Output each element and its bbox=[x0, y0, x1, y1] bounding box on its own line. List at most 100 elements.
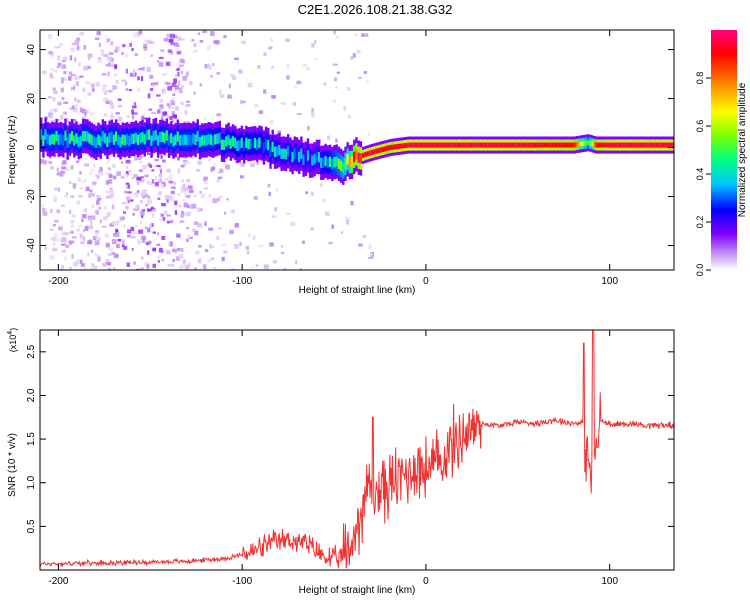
spectrogram-noise-cell bbox=[112, 232, 118, 237]
spectrogram-ridge-cell bbox=[322, 157, 325, 168]
spectrogram-noise-cell bbox=[147, 40, 153, 44]
spectrogram-noise-cell bbox=[160, 49, 165, 52]
spectrogram-noise-cell bbox=[296, 112, 302, 116]
spectrogram-noise-cell bbox=[133, 261, 136, 265]
spectrogram-ridge-cell bbox=[364, 152, 367, 158]
spectrogram-noise-cell bbox=[176, 50, 182, 55]
spectrogram-noise-cell bbox=[124, 54, 129, 58]
spectrogram-noise-cell bbox=[156, 165, 161, 168]
spectrogram-noise-cell bbox=[108, 99, 113, 103]
snr-y-tick-label: 1.5 bbox=[26, 432, 37, 446]
spectrogram-noise-cell bbox=[146, 180, 150, 185]
spectrogram-ridge-cell bbox=[97, 134, 100, 145]
spectrogram-noise-cell bbox=[152, 263, 156, 268]
spectrogram-noise-cell bbox=[340, 231, 343, 234]
spectrogram-ridge-cell bbox=[227, 134, 230, 145]
spectrogram-ridge-cell bbox=[492, 142, 495, 148]
spectrogram-noise-cell bbox=[57, 119, 60, 122]
spectrogram-noise-cell bbox=[230, 268, 235, 270]
spectrogram-ridge-cell bbox=[644, 142, 647, 148]
spectrogram-noise-cell bbox=[319, 183, 323, 188]
spectrogram-y-ticks: -40 -20 0 20 40 bbox=[26, 44, 674, 253]
spectrogram-noise-cell bbox=[174, 210, 178, 215]
spectrogram-ridge-cell bbox=[145, 130, 149, 141]
colorbar-tick-label: 0.8 bbox=[695, 72, 705, 85]
spectrogram-ridge-cell bbox=[335, 156, 338, 167]
spectrogram-noise-cell bbox=[286, 75, 290, 80]
spectrogram-ridge-cell bbox=[368, 150, 371, 156]
spectrogram-noise-cell bbox=[216, 179, 220, 183]
colorbar-tick-label: 0.0 bbox=[695, 264, 705, 277]
snr-y-multiplier: (x104) bbox=[7, 328, 18, 352]
spectrogram-noise-cell bbox=[82, 178, 87, 183]
spectrogram-noise-cell bbox=[302, 240, 305, 244]
spectrogram-noise-cell bbox=[140, 176, 145, 179]
spectrogram-noise-cell bbox=[103, 215, 108, 221]
spectrogram-noise-cell bbox=[130, 226, 135, 232]
spectrogram-noise-cell bbox=[354, 33, 359, 36]
spectrogram-ridge-cell bbox=[350, 156, 354, 167]
spectrogram-noise-cell bbox=[335, 138, 338, 143]
spectrogram-noise-cell bbox=[286, 63, 290, 69]
spectrogram-y-tick-label: 0 bbox=[26, 144, 37, 150]
spectrogram-noise-cell bbox=[174, 84, 179, 90]
spectrogram-noise-cell bbox=[181, 187, 184, 191]
snr-series-line bbox=[40, 330, 674, 569]
spectrogram-noise-cell bbox=[89, 189, 93, 193]
spectrogram-ridge-cell bbox=[448, 142, 451, 148]
spectrogram-noise-cell bbox=[130, 72, 134, 77]
spectrogram-ridge-cell bbox=[487, 142, 491, 148]
spectrogram-noise-cell bbox=[96, 195, 100, 198]
spectrogram-noise-cell bbox=[97, 58, 102, 63]
spectrogram-noise-cell bbox=[213, 163, 217, 166]
spectrogram-ridge-cell bbox=[421, 142, 424, 148]
spectrogram-noise-cell bbox=[228, 83, 231, 89]
spectrogram-noise-cell bbox=[91, 204, 94, 209]
snr-x-tick-label: 0 bbox=[423, 576, 429, 587]
spectrogram-noise-cell bbox=[112, 85, 117, 90]
spectrogram-noise-cell bbox=[125, 205, 129, 210]
spectrogram-noise-cell bbox=[151, 169, 155, 172]
spectrogram-noise-cell bbox=[127, 233, 131, 238]
spectrogram-noise-cell bbox=[194, 231, 199, 236]
spectrogram-ridge-cell bbox=[375, 148, 378, 154]
spectrogram-noise-cell bbox=[101, 51, 104, 56]
spectrogram-ridge-cell bbox=[247, 139, 250, 150]
spectrogram-ridge-cell bbox=[522, 142, 526, 148]
spectrogram-noise-cell bbox=[152, 213, 155, 218]
spectrogram-ridge-cell bbox=[331, 158, 334, 170]
spectrogram-noise-cell bbox=[144, 262, 149, 267]
spectrogram-ridge-cell bbox=[390, 144, 393, 150]
spectrogram-noise-cell bbox=[121, 201, 127, 205]
spectrogram-noise-cell bbox=[61, 65, 65, 69]
spectrogram-ridge-cell bbox=[635, 142, 638, 148]
spectrogram-ridge-cell bbox=[79, 136, 83, 147]
spectrogram-noise-cell bbox=[189, 189, 194, 193]
spectrogram-noise-cell bbox=[333, 98, 337, 103]
spectrogram-noise-cell bbox=[311, 191, 314, 197]
spectrogram-ridge-cell bbox=[126, 134, 129, 145]
spectrogram-noise-cell bbox=[139, 156, 143, 159]
spectrogram-noise-cell bbox=[186, 211, 191, 217]
spectrogram-noise-cell bbox=[352, 53, 356, 58]
spectrogram-noise-cell bbox=[202, 30, 207, 34]
spectrogram-ridge-cell bbox=[392, 144, 396, 150]
spectrogram-noise-cell bbox=[168, 105, 172, 110]
colorbar-label: Normalized spectral amplitude bbox=[737, 82, 748, 217]
spectrogram-noise-cell bbox=[99, 170, 103, 176]
spectrogram-ridge-cell bbox=[414, 142, 418, 148]
spectrogram-noise-cell bbox=[163, 111, 168, 116]
spectrogram-ridge-cell bbox=[190, 135, 193, 146]
spectrogram-ridge-cell bbox=[520, 142, 524, 148]
spectrogram-ridge-cell bbox=[315, 151, 319, 162]
spectrogram-noise-cell bbox=[160, 213, 165, 217]
spectrogram-noise-cell bbox=[294, 85, 298, 89]
spectrogram-ridge-cell bbox=[108, 132, 111, 143]
spectrogram-noise-cell bbox=[217, 197, 221, 202]
spectrogram-noise-cell bbox=[217, 176, 223, 180]
spectrogram-noise-cell bbox=[152, 247, 157, 252]
spectrogram-ridge-cell bbox=[439, 142, 442, 148]
spectrogram-ridge-cell bbox=[66, 137, 69, 148]
spectrogram-noise-cell bbox=[117, 98, 122, 101]
